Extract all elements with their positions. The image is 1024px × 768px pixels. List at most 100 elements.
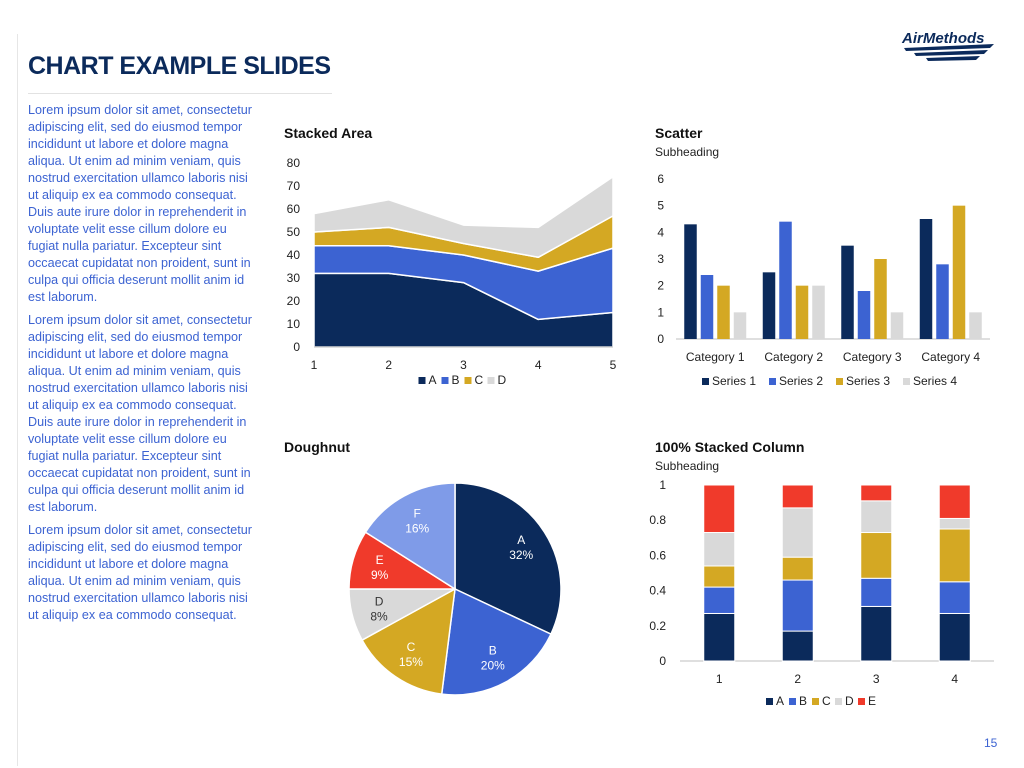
stacked-area-title: Stacked Area	[284, 125, 373, 141]
legend-label-series-3: Series 3	[846, 374, 890, 388]
bar-series-4-3	[890, 312, 904, 339]
y-tick-label: 30	[287, 271, 301, 285]
paragraph-2: Lorem ipsum dolor sit amet, consectetur …	[28, 313, 252, 514]
paragraph-1: Lorem ipsum dolor sit amet, consectetur …	[28, 103, 252, 304]
x-tick-label: 5	[610, 358, 617, 372]
legend-swatch-c	[464, 377, 472, 384]
bar-series-3-2	[795, 285, 809, 339]
y-tick-label: 60	[287, 202, 301, 216]
column-segment-c-4	[938, 528, 971, 583]
column-segment-e-2	[781, 484, 814, 509]
logo-wing-stripe-1	[904, 44, 994, 51]
y-tick-label: 2	[657, 279, 664, 293]
column-segment-c-3	[860, 532, 893, 579]
y-tick-label: 50	[287, 225, 301, 239]
legend-swatch-a	[766, 698, 773, 705]
bar-series-2-4	[936, 264, 949, 339]
x-tick-label: Category 2	[764, 350, 823, 364]
bar-series-1-3	[841, 245, 854, 339]
legend-swatch-series-1	[702, 378, 709, 385]
pie-label-d: D	[375, 595, 384, 609]
y-tick-label: 1	[659, 478, 666, 492]
x-tick-label: Category 3	[843, 350, 902, 364]
column-segment-b-2	[781, 579, 814, 632]
y-tick-label: 0.6	[649, 548, 666, 562]
x-tick-label: Category 1	[686, 350, 745, 364]
column-segment-a-1	[703, 612, 736, 662]
y-tick-label: 0.2	[649, 619, 666, 633]
y-tick-label: 40	[287, 248, 301, 262]
legend-label-d: D	[498, 373, 507, 387]
column-segment-d-4	[938, 517, 971, 530]
pie-value-a: 32%	[509, 548, 533, 562]
legend-swatch-d	[835, 698, 842, 705]
y-tick-label: 0.4	[649, 584, 666, 598]
column-segment-d-3	[860, 500, 893, 534]
bar-series-3-4	[952, 205, 966, 339]
legend-swatch-e	[858, 698, 865, 705]
legend-label-series-1: Series 1	[712, 374, 756, 388]
y-tick-label: 20	[287, 294, 301, 308]
y-tick-label: 80	[287, 156, 301, 170]
y-tick-label: 4	[657, 225, 664, 239]
y-tick-label: 0	[293, 340, 300, 354]
x-tick-label: 4	[535, 358, 542, 372]
pie-slice-a	[454, 482, 562, 636]
page-number: 15	[984, 736, 998, 750]
legend-swatch-c	[812, 698, 819, 705]
doughnut-title: Doughnut	[284, 439, 351, 455]
airmethods-logo: AirMethods	[901, 30, 994, 61]
legend-label-c: C	[475, 373, 484, 387]
bar-series-2-2	[779, 221, 792, 339]
column-segment-a-3	[860, 605, 893, 662]
stacked-area-chart: 0 10 20 30 40 50 60 70 80 1 2 3 4 5 A B C D	[287, 156, 617, 387]
legend-label-b: B	[452, 373, 460, 387]
y-tick-label: 5	[657, 199, 664, 213]
bar-series-3-1	[717, 285, 730, 339]
column-segment-d-1	[703, 532, 736, 567]
stacked-column-subtitle: Subheading	[655, 459, 720, 473]
area-series-d	[313, 176, 614, 259]
logo-wordmark: AirMethods	[901, 30, 985, 47]
legend-swatch-b	[789, 698, 796, 705]
pie-value-d: 8%	[370, 610, 388, 624]
x-tick-label: 4	[951, 672, 958, 686]
title-divider	[28, 93, 332, 94]
y-tick-label: 3	[657, 252, 664, 266]
x-tick-label: 1	[716, 672, 723, 686]
column-segment-c-1	[703, 565, 736, 588]
column-segment-a-2	[781, 630, 814, 662]
pie-value-f: 16%	[405, 521, 429, 535]
y-tick-label: 6	[657, 172, 664, 186]
paragraph-3: Lorem ipsum dolor sit amet, consectetur …	[28, 523, 252, 622]
logo-wing-stripe-2	[914, 50, 988, 56]
logo-wing-stripe-3	[926, 56, 980, 61]
x-tick-label: Category 4	[921, 350, 980, 364]
pie-value-b: 20%	[481, 659, 505, 673]
stacked-column-chart: 0 0.2 0.4 0.6 0.8 1 1 2 3 4 A B C D E	[649, 478, 994, 708]
bar-series-4-2	[812, 285, 825, 339]
legend-label-series-4: Series 4	[913, 374, 957, 388]
pie-label-f: F	[414, 506, 421, 520]
pie-label-e: E	[376, 553, 384, 567]
column-segment-a-4	[938, 612, 971, 662]
legend-swatch-series-4	[903, 378, 910, 385]
pie-label-a: A	[517, 533, 525, 547]
pie-slice-c	[361, 587, 456, 696]
legend-label-a: A	[429, 373, 437, 387]
column-segment-b-1	[703, 586, 736, 614]
legend-label-c: C	[822, 694, 831, 708]
column-segment-e-3	[860, 484, 893, 502]
legend-swatch-b	[441, 377, 449, 384]
y-tick-label: 70	[287, 179, 301, 193]
pie-value-c: 15%	[399, 655, 423, 669]
pie-slice-f	[364, 482, 456, 591]
legend-label-d: D	[845, 694, 854, 708]
scatter-subtitle: Subheading	[655, 145, 720, 159]
legend-label-series-2: Series 2	[779, 374, 823, 388]
scatter-title: Scatter	[655, 125, 703, 141]
column-segment-d-2	[781, 507, 814, 558]
column-segment-c-2	[781, 556, 814, 581]
legend-label-e: E	[868, 694, 876, 708]
x-tick-label: 3	[460, 358, 467, 372]
